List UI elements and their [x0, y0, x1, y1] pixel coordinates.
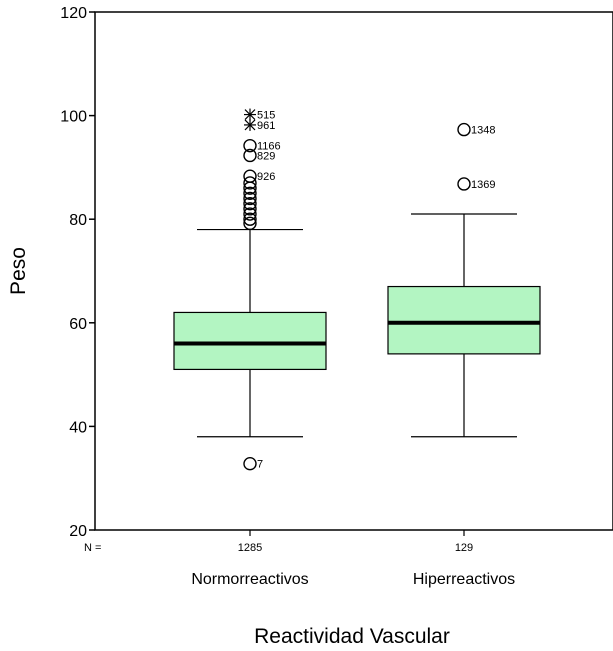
outlier-label: 1166	[257, 141, 281, 153]
category-label: Normorreactivos	[191, 571, 308, 588]
outlier-marker	[457, 122, 471, 137]
y-tick-label: 20	[69, 523, 87, 540]
y-tick-label: 60	[69, 316, 87, 333]
outlier-marker	[243, 176, 257, 190]
outlier-marker	[243, 186, 257, 201]
category-label: Hiperreactivos	[413, 571, 515, 588]
outlier-label: 926	[257, 171, 275, 183]
outlier-marker	[243, 181, 257, 195]
box-normorreactivos	[173, 228, 327, 438]
plot-area	[94, 11, 613, 531]
outlier-marker	[243, 138, 257, 153]
outlier-marker	[457, 177, 471, 191]
iqr-box	[173, 311, 327, 371]
outlier-marker	[243, 148, 257, 163]
outlier-marker	[243, 191, 257, 206]
y-axis-title: Peso	[7, 247, 30, 295]
y-axis: 20 40 60 80 100 120	[60, 5, 95, 540]
outlier-label: 7	[257, 459, 263, 471]
x-axis-title: Reactividad Vascular	[254, 625, 450, 648]
outlier-marker	[243, 212, 257, 226]
y-tick-label: 40	[69, 419, 87, 436]
outlier-label: 1348	[471, 125, 495, 137]
y-tick-label: 120	[60, 5, 87, 22]
outlier-label: 961	[257, 120, 275, 132]
extreme-marker	[244, 118, 256, 131]
outlier-marker	[243, 216, 257, 231]
iqr-box	[387, 285, 541, 355]
n-count-label: 129	[455, 542, 473, 554]
outlier-label: 1369	[471, 179, 495, 191]
outlier-label: 515	[257, 110, 275, 122]
outlier-marker	[243, 207, 257, 221]
outlier-marker	[243, 202, 257, 216]
extreme-marker	[244, 108, 256, 121]
n-count-label: 1285	[238, 542, 262, 554]
outlier-marker	[243, 196, 257, 211]
y-tick-label: 100	[60, 109, 87, 126]
x-axis: 1285 Normorreactivos 129 Hiperreactivos	[191, 530, 515, 588]
boxes	[173, 213, 541, 438]
outlier-marker	[243, 456, 257, 471]
y-tick-label: 80	[69, 212, 87, 229]
outlier-label: 829	[257, 150, 275, 162]
box-hiperreactivos	[387, 213, 541, 438]
n-prefix-label: N =	[84, 542, 101, 554]
